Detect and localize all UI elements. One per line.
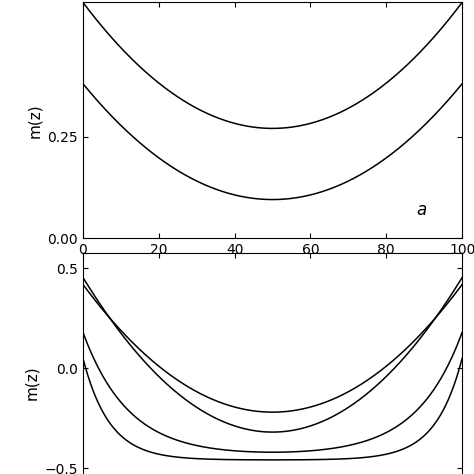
Text: a: a [417, 201, 427, 219]
X-axis label: z: z [268, 263, 277, 281]
Y-axis label: m(z): m(z) [24, 365, 39, 400]
Y-axis label: m(z): m(z) [27, 103, 42, 137]
